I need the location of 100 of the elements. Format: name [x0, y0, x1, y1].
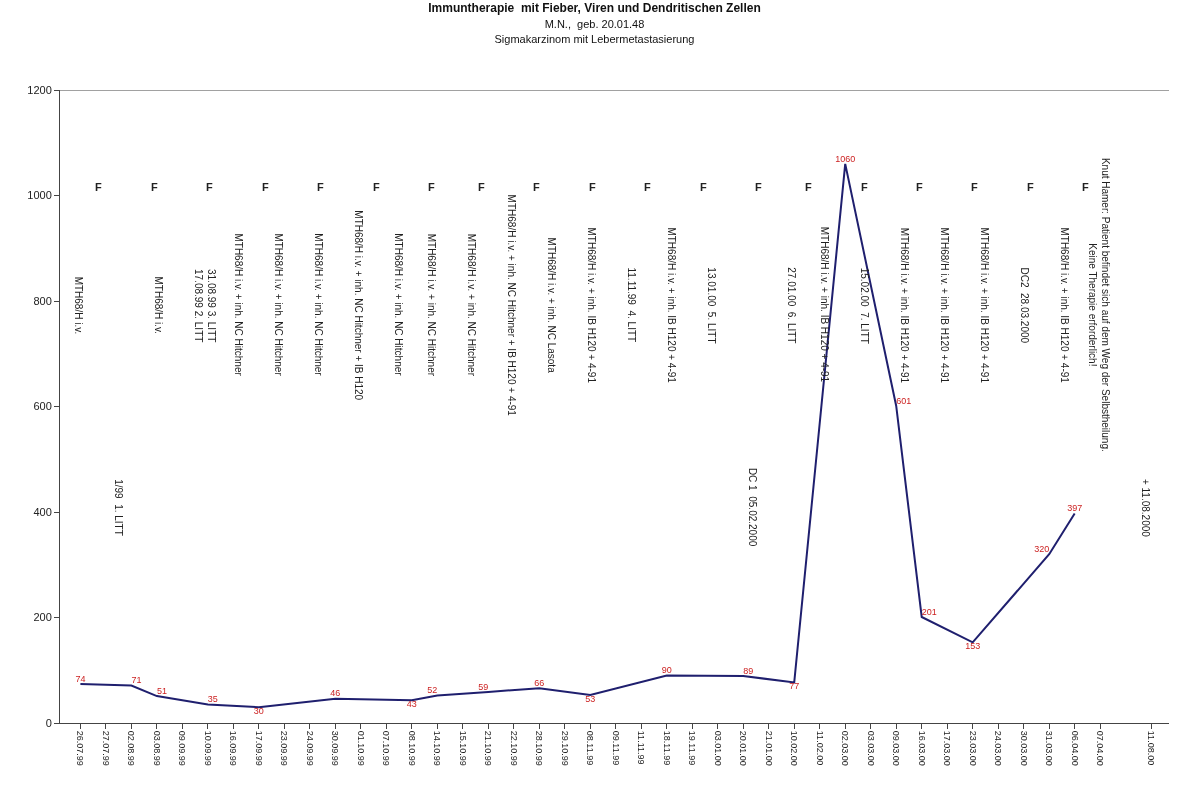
annotation: MTH68/H i.v.: [72, 276, 84, 335]
x-tick-label: 11.08.00: [1146, 730, 1157, 766]
annotation: 27.01.00 6. LITT: [786, 267, 798, 344]
x-tick-label: 22.10.99: [508, 730, 519, 766]
x-tick-label: 16.03.00: [916, 730, 927, 766]
x-tick-label: 09.03.00: [891, 730, 902, 766]
x-tick-label: 14.10.99: [432, 730, 443, 766]
annotation: 11.11.99 4. LITT: [625, 267, 637, 343]
y-tick-label: 1000: [27, 189, 52, 202]
annotation: F: [916, 181, 923, 193]
annotation: F: [1027, 181, 1034, 193]
y-tick-label: 200: [33, 611, 52, 624]
y-tick-label: 400: [33, 505, 52, 518]
y-tick-label: 1200: [27, 83, 52, 96]
data-label: 52: [427, 685, 438, 696]
annotation: MTH68/H i.v. + inh. IB H120 + 4-91: [978, 227, 990, 384]
annotation: F: [262, 181, 269, 193]
annotation: MTH68/H i.v.: [152, 276, 164, 335]
annotation: MTH68/H i.v. + inh. NC Hitchner: [313, 233, 325, 377]
annotation: F: [95, 181, 102, 193]
annotation: F: [206, 181, 213, 193]
y-tick-label: 600: [33, 400, 52, 413]
annotation: MTH68/H i.v. + inh. NC Hitchner: [465, 233, 477, 377]
annotation: 31.08.99 3. LITT 17.08.99 2. LITT: [193, 268, 218, 343]
data-label: 74: [75, 673, 86, 684]
data-label: 601: [896, 395, 912, 406]
x-tick-label: 24.09.99: [304, 730, 315, 766]
y-tick-label: 0: [45, 716, 52, 729]
annotation: MTH68/H i.v. + inh. NC Lasota: [545, 237, 557, 374]
data-label: 66: [534, 677, 545, 688]
x-tick-label: 11.11.99: [636, 730, 647, 765]
x-tick-label: 09.09.99: [177, 730, 188, 766]
annotation: MTH68/H i.v. + inh. IB H120 + 4-91: [1058, 227, 1070, 384]
annotation: F: [317, 181, 324, 193]
x-tick-label: 16.09.99: [228, 730, 239, 766]
x-tick-label: 23.09.99: [279, 730, 290, 766]
x-tick-label: 08.10.99: [406, 730, 417, 766]
annotation: MTH68/H i.v. + inh. IB H120 + 4-91: [938, 227, 950, 384]
x-tick-label: 27.07.99: [100, 730, 111, 766]
annotation: DC2 28.03.2000: [1018, 267, 1030, 344]
chart-subtitle: M.N., geb. 20.01.48 Sigmakarzinom mit Lebermetastasierung: [494, 17, 695, 46]
annotation: 15.02.00 7. LITT: [858, 267, 870, 344]
x-tick-label: 07.10.99: [381, 730, 392, 766]
data-label: 201: [921, 606, 937, 617]
annotation: 13.01.00 5. LITT: [706, 267, 718, 344]
data-label: 90: [661, 665, 672, 676]
annotation: MTH68/H i.v. + inh. NC Hitchner: [425, 233, 437, 377]
x-tick-label: 30.03.00: [1018, 730, 1029, 766]
annotation: F: [478, 181, 485, 193]
annotation: F: [805, 181, 812, 193]
x-tick-label: 24.03.00: [993, 730, 1004, 766]
data-label: 51: [156, 685, 167, 696]
x-tick-label: 06.04.00: [1069, 730, 1080, 766]
data-label: 43: [406, 699, 417, 710]
annotation: MTH68/H i.v. + inh. NC Hitchner: [393, 233, 405, 377]
data-label: 1060: [835, 153, 856, 164]
x-tick-label: 28.10.99: [534, 730, 545, 766]
annotation: MTH68/H i.v. + inh. NC Hitchner: [273, 233, 285, 377]
x-tick-label: 21.10.99: [483, 730, 494, 766]
data-label: 46: [330, 688, 341, 699]
x-tick-label: 17.09.99: [253, 730, 264, 766]
x-tick-label: 23.03.00: [967, 730, 978, 766]
data-label: 77: [789, 681, 800, 692]
annotation: F: [428, 181, 435, 193]
data-label: 59: [478, 681, 489, 692]
x-tick-label: 02.08.99: [126, 730, 137, 766]
x-tick-label: 03.08.99: [151, 730, 162, 766]
x-tick-label: 02.03.00: [840, 730, 851, 766]
data-label: 320: [1034, 543, 1050, 554]
annotation: F: [971, 181, 978, 193]
annotation: F: [151, 181, 158, 193]
data-label: 53: [585, 693, 596, 704]
annotation: MTH68/H i.v. + inh. IB H120 + 4-91: [818, 226, 830, 383]
data-label: 89: [743, 665, 754, 676]
x-tick-label: 31.03.00: [1044, 730, 1055, 766]
x-tick-label: 01.10.99: [355, 730, 366, 766]
annotation: F: [644, 181, 651, 193]
annotation: MTH68/H i.v. + inh. IB H120 + 4-91: [585, 227, 597, 384]
x-tick-label: 19.11.99: [687, 730, 698, 766]
data-label: 71: [131, 675, 142, 686]
annotation: 1/99 1. LITT: [113, 479, 125, 536]
x-tick-label: 26.07.99: [75, 730, 86, 766]
annotation: MTH68/H i.v. + inh. NC Hitchner: [233, 233, 244, 377]
x-tick-label: 10.09.99: [202, 730, 213, 766]
x-tick-label: 20.01.00: [738, 730, 749, 766]
annotation: DC 1 05.02.2000: [746, 467, 758, 547]
annotation: F: [755, 181, 762, 193]
annotation: MTH68/H i.v. + inh. IB H120 + 4-91: [666, 227, 678, 384]
x-tick-label: 03.03.00: [865, 730, 876, 766]
x-tick-label: 11.02.00: [814, 730, 825, 766]
annotation: F: [533, 181, 540, 193]
data-label: 35: [207, 694, 218, 705]
x-tick-label: 30.09.99: [330, 730, 341, 766]
x-tick-label: 17.03.00: [942, 730, 953, 766]
x-tick-label: 29.10.99: [559, 730, 570, 766]
annotation: MTH68/H i.v. + inh. NC Hitchner + IB H120 + 4-91: [505, 194, 517, 417]
chart-title: Immuntherapie mit Fieber, Viren und Dendritischen Zellen: [428, 1, 761, 16]
annotation: F: [700, 181, 707, 193]
data-label: 30: [253, 705, 264, 716]
x-tick-label: 18.11.99: [661, 730, 672, 766]
